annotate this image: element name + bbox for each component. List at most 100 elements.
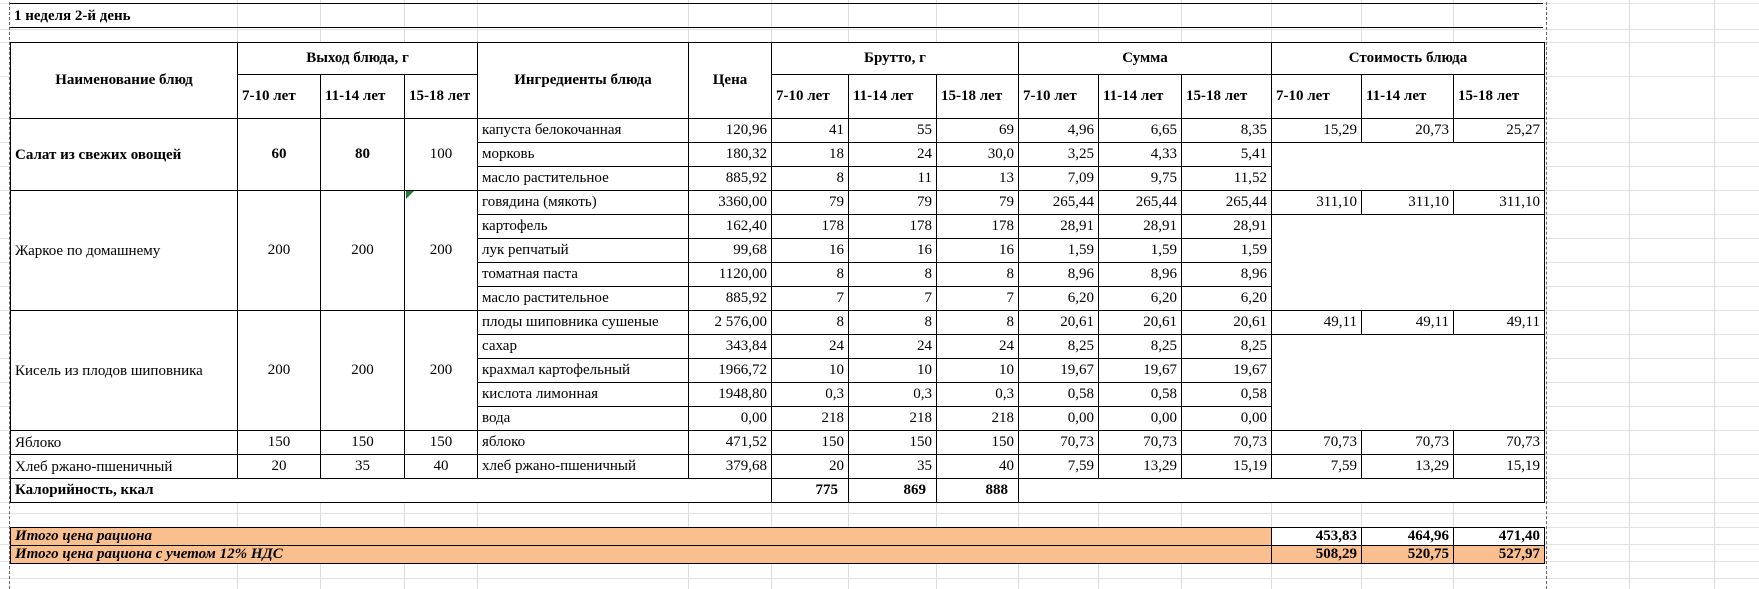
kcal-value-cell[interactable]: 775 — [771, 478, 849, 503]
gross-cell[interactable]: 16 — [936, 238, 1019, 263]
sum-cell[interactable]: 8,96 — [1098, 262, 1182, 287]
kcal-value-cell[interactable]: 888 — [936, 478, 1019, 503]
gross-cell[interactable]: 79 — [771, 190, 849, 215]
header-ingredients[interactable]: Ингредиенты блюда — [477, 42, 689, 119]
cost-cell[interactable]: 311,10 — [1453, 190, 1545, 215]
gross-cell[interactable]: 7 — [936, 286, 1019, 311]
total-value-cell[interactable]: 464,96 — [1361, 527, 1454, 546]
cost-cell[interactable]: 25,27 — [1453, 118, 1545, 143]
price-cell[interactable]: 120,96 — [688, 118, 772, 143]
cost-cell[interactable]: 15,19 — [1453, 454, 1545, 479]
gross-cell[interactable]: 8 — [848, 262, 937, 287]
sum-cell[interactable]: 0,00 — [1098, 406, 1182, 431]
output-cell[interactable]: 60 — [237, 118, 321, 191]
cost-cell[interactable]: 7,59 — [1271, 454, 1362, 479]
sum-cell[interactable]: 70,73 — [1098, 430, 1182, 455]
sum-cell[interactable]: 20,61 — [1181, 310, 1272, 335]
dish-name-cell[interactable]: Жаркое по домашнему — [10, 190, 238, 311]
cost-cell[interactable]: 15,29 — [1271, 118, 1362, 143]
sum-cell[interactable]: 15,19 — [1181, 454, 1272, 479]
gross-cell[interactable]: 178 — [936, 214, 1019, 239]
total-value-cell[interactable]: 453,83 — [1271, 527, 1362, 546]
sum-cell[interactable]: 1,59 — [1098, 238, 1182, 263]
cost-cell[interactable]: 49,11 — [1453, 310, 1545, 335]
cost-cell[interactable]: 311,10 — [1361, 190, 1454, 215]
sum-cell[interactable]: 6,20 — [1181, 286, 1272, 311]
gross-cell[interactable]: 41 — [771, 118, 849, 143]
header-price[interactable]: Цена — [688, 42, 772, 119]
sum-cell[interactable]: 20,61 — [1098, 310, 1182, 335]
header-age-col[interactable]: 11-14 лет — [848, 74, 937, 119]
sum-cell[interactable]: 0,00 — [1181, 406, 1272, 431]
ingredient-cell[interactable]: томатная паста — [477, 262, 689, 287]
sum-cell[interactable]: 28,91 — [1098, 214, 1182, 239]
sum-cell[interactable]: 8,25 — [1018, 334, 1099, 359]
sheet-title-cell[interactable]: 1 неделя 2-й день — [10, 3, 1543, 28]
price-cell[interactable]: 99,68 — [688, 238, 772, 263]
sum-cell[interactable]: 265,44 — [1098, 190, 1182, 215]
output-cell[interactable]: 200 — [320, 190, 405, 311]
gross-cell[interactable]: 218 — [771, 406, 849, 431]
output-cell[interactable]: 20 — [237, 454, 321, 479]
sum-cell[interactable]: 8,35 — [1181, 118, 1272, 143]
gross-cell[interactable]: 10 — [936, 358, 1019, 383]
gross-cell[interactable]: 18 — [771, 142, 849, 167]
gross-cell[interactable]: 13 — [936, 166, 1019, 191]
sum-cell[interactable]: 6,20 — [1018, 286, 1099, 311]
cost-cell[interactable]: 49,11 — [1361, 310, 1454, 335]
cost-cell[interactable]: 70,73 — [1453, 430, 1545, 455]
output-cell[interactable]: 150 — [237, 430, 321, 455]
sum-cell[interactable]: 8,96 — [1018, 262, 1099, 287]
gross-cell[interactable]: 178 — [771, 214, 849, 239]
header-cost[interactable]: Стоимость блюда — [1271, 42, 1545, 75]
gross-cell[interactable]: 178 — [848, 214, 937, 239]
gross-cell[interactable]: 0,3 — [936, 382, 1019, 407]
price-cell[interactable]: 1966,72 — [688, 358, 772, 383]
header-age-col[interactable]: 11-14 лет — [320, 74, 405, 119]
sum-cell[interactable]: 8,25 — [1098, 334, 1182, 359]
sum-cell[interactable]: 19,67 — [1181, 358, 1272, 383]
gross-cell[interactable]: 35 — [848, 454, 937, 479]
header-age-col[interactable]: 11-14 лет — [1098, 74, 1182, 119]
output-cell[interactable]: 80 — [320, 118, 405, 191]
sum-cell[interactable]: 19,67 — [1098, 358, 1182, 383]
sum-cell[interactable]: 265,44 — [1181, 190, 1272, 215]
sum-cell[interactable]: 9,75 — [1098, 166, 1182, 191]
kcal-empty-area[interactable] — [1018, 478, 1545, 503]
ingredient-cell[interactable]: яблоко — [477, 430, 689, 455]
ingredient-cell[interactable]: крахмал картофельный — [477, 358, 689, 383]
cost-empty-area[interactable] — [1271, 214, 1545, 311]
gross-cell[interactable]: 150 — [771, 430, 849, 455]
cost-empty-area[interactable] — [1271, 142, 1545, 191]
ingredient-cell[interactable]: сахар — [477, 334, 689, 359]
price-cell[interactable]: 3360,00 — [688, 190, 772, 215]
sum-cell[interactable]: 7,09 — [1018, 166, 1099, 191]
gross-cell[interactable]: 8 — [848, 310, 937, 335]
price-cell[interactable]: 885,92 — [688, 166, 772, 191]
output-cell[interactable]: 100 — [404, 118, 478, 191]
output-cell[interactable]: 35 — [320, 454, 405, 479]
header-age-col[interactable]: 7-10 лет — [1271, 74, 1362, 119]
header-output[interactable]: Выход блюда, г — [237, 42, 478, 75]
price-cell[interactable]: 1120,00 — [688, 262, 772, 287]
output-cell[interactable]: 200 — [404, 190, 478, 311]
gross-cell[interactable]: 150 — [848, 430, 937, 455]
cost-cell[interactable]: 13,29 — [1361, 454, 1454, 479]
header-age-col[interactable]: 7-10 лет — [237, 74, 321, 119]
sum-cell[interactable]: 1,59 — [1018, 238, 1099, 263]
price-cell[interactable]: 2 576,00 — [688, 310, 772, 335]
ingredient-cell[interactable]: лук репчатый — [477, 238, 689, 263]
price-cell[interactable]: 379,68 — [688, 454, 772, 479]
output-cell[interactable]: 150 — [404, 430, 478, 455]
sum-cell[interactable]: 3,25 — [1018, 142, 1099, 167]
gross-cell[interactable]: 0,3 — [848, 382, 937, 407]
header-sum[interactable]: Сумма — [1018, 42, 1272, 75]
header-age-col[interactable]: 11-14 лет — [1361, 74, 1454, 119]
gross-cell[interactable]: 16 — [848, 238, 937, 263]
sum-cell[interactable]: 28,91 — [1181, 214, 1272, 239]
price-cell[interactable]: 180,32 — [688, 142, 772, 167]
price-cell[interactable]: 1948,80 — [688, 382, 772, 407]
output-cell[interactable]: 200 — [237, 190, 321, 311]
gross-cell[interactable]: 16 — [771, 238, 849, 263]
kcal-value-cell[interactable]: 869 — [848, 478, 937, 503]
